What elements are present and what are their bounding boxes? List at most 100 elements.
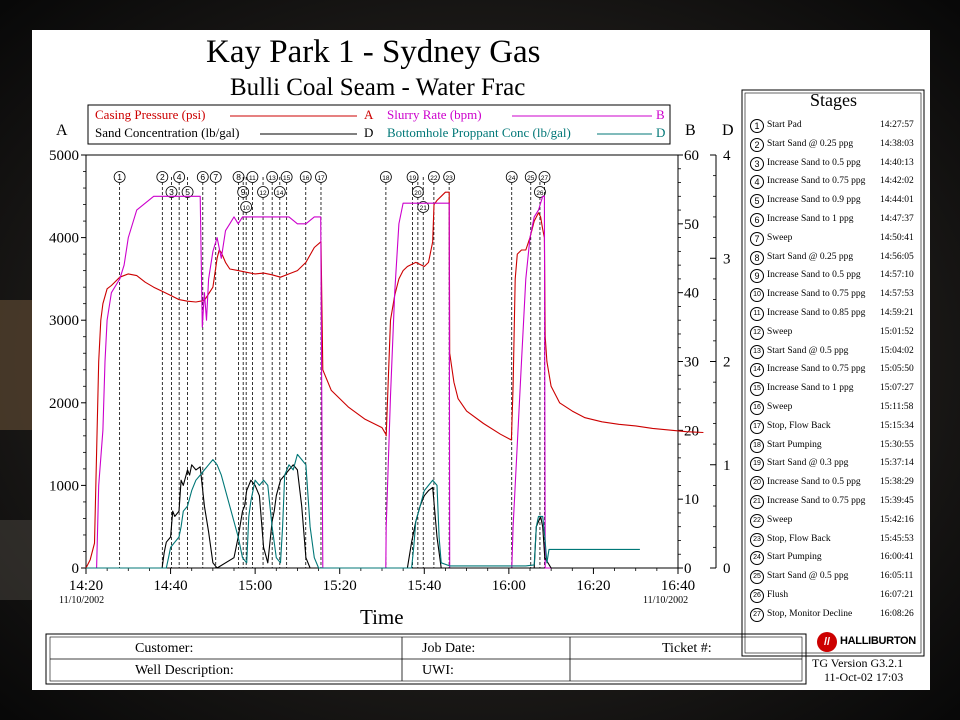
stage-marker-badge <box>156 171 169 183</box>
stage-marker-number: 14 <box>276 190 284 197</box>
stage-time: 15:01:52 <box>880 326 914 337</box>
stage-marker-number: 20 <box>414 190 422 197</box>
stage-marker-number: 4 <box>177 172 182 182</box>
stage-name: Start Pad <box>767 120 802 130</box>
stage-name: Start Pumping <box>767 439 822 450</box>
stage-marker-badge <box>379 171 392 183</box>
stage-number-badge: 26 <box>750 589 764 603</box>
stage-marker-number: 1 <box>117 172 122 182</box>
stage-marker-badge <box>534 186 546 198</box>
series-line-2 <box>86 195 552 569</box>
stage-number-badge: 22 <box>750 513 764 528</box>
y-axis-d-tick-label: 0 <box>723 561 731 577</box>
y-axis-b-tick-label: 50 <box>684 217 699 233</box>
stage-marker-number: 5 <box>185 187 190 197</box>
stage-marker-badge <box>240 201 253 213</box>
legend-bh-proppant-axis: D <box>656 125 666 140</box>
y-axis-a-tick-label: 2000 <box>49 396 79 412</box>
stage-marker-number: 19 <box>409 175 417 182</box>
stage-number-badge: 12 <box>750 325 764 340</box>
stage-name: Stop, Flow Back <box>767 533 831 544</box>
stage-time: 14:44:01 <box>880 195 914 206</box>
y-axis-a-tick-label: 1000 <box>49 478 79 494</box>
stage-name: Increase Sand to 0.75 ppg <box>767 364 866 375</box>
stage-time: 15:07:27 <box>880 383 914 394</box>
stage-marker-badge <box>181 186 194 198</box>
stage-time: 16:00:41 <box>880 552 914 563</box>
plot-frame <box>85 154 679 569</box>
series-line-3 <box>86 464 552 569</box>
stage-marker-badge <box>257 186 269 198</box>
stage-time: 15:05:50 <box>880 364 914 375</box>
stages-panel-frame <box>741 89 925 657</box>
y-axis-a-tick-label: 3000 <box>49 313 79 329</box>
stage-number-badge: 27 <box>750 607 764 622</box>
halliburton-logo-mark: // <box>817 632 837 652</box>
y-axis-b-tick-label: 0 <box>684 561 692 577</box>
stage-marker-badge <box>280 171 293 183</box>
stage-marker-number: 26 <box>536 190 544 197</box>
stage-name: Start Sand @ 0.25 ppg <box>767 138 854 149</box>
stage-time: 14:38:03 <box>880 138 914 149</box>
stage-name: Increase Sand to 1 ppg <box>767 214 854 224</box>
y-axis-b-tick-label: 60 <box>684 148 699 164</box>
axis-letter-a: A <box>56 122 68 139</box>
stage-time: 14:47:37 <box>880 214 914 224</box>
stage-number-badge: 6 <box>750 213 764 227</box>
footer-ticket: Ticket #: <box>662 641 712 656</box>
stage-number-badge: 13 <box>750 344 764 359</box>
stages-title: Stages <box>810 90 857 110</box>
stage-marker-number: 16 <box>302 175 310 182</box>
series-line-4 <box>86 453 640 569</box>
chart-title: Kay Park 1 - Sydney Gas <box>206 34 541 70</box>
series-line-1 <box>85 191 704 569</box>
stage-name: Start Pumping <box>767 552 822 563</box>
stage-time: 15:42:16 <box>880 514 914 525</box>
stage-marker-number: 12 <box>259 190 267 197</box>
stage-number-badge: 19 <box>750 457 764 472</box>
stage-time: 14:59:21 <box>880 308 914 318</box>
y-axis-a-tick-label: 4000 <box>49 231 79 247</box>
stage-number-badge: 24 <box>750 551 764 566</box>
stage-marker-badge <box>196 171 209 183</box>
stage-number-badge: 8 <box>750 250 764 265</box>
stage-name: Sweep <box>767 514 793 525</box>
stage-time: 14:50:41 <box>880 232 914 243</box>
stage-time: 15:11:58 <box>880 402 914 412</box>
legend-box <box>87 104 671 145</box>
stage-marker-number: 24 <box>508 175 516 182</box>
report-sheet: 0 1000 2000 3000 4000 5000 0 10 20 30 40 50 60 0 1 2 3 4 1… <box>32 30 930 690</box>
stage-time: 15:37:14 <box>880 458 914 469</box>
axis-letter-d: D <box>722 122 734 139</box>
stage-marker-number: 7 <box>213 172 218 182</box>
footer-customer: Customer: <box>135 641 194 656</box>
stage-marker-number: 17 <box>317 175 325 182</box>
footer-well-description: Well Description: <box>135 663 234 678</box>
stage-marker-number: 15 <box>283 175 291 182</box>
x-axis-tick-label: 16:20 <box>576 578 610 594</box>
stage-name: Increase Sand to 0.9 ppg <box>767 195 861 206</box>
stage-name: Increase Sand to 0.5 ppg <box>767 270 861 281</box>
x-axis-tick-label: 14:20 <box>69 578 103 594</box>
stage-name: Start Sand @ 0.25 ppg <box>767 251 854 262</box>
stage-name: Stop, Flow Back <box>767 420 831 431</box>
y-axis-b-tick-label: 10 <box>684 492 699 508</box>
chart-subtitle: Bulli Coal Seam - Water Frac <box>230 74 526 101</box>
stage-marker-badge <box>524 171 537 183</box>
stage-marker-badge <box>427 171 440 183</box>
stage-number-badge: 23 <box>750 532 764 547</box>
stage-time: 16:08:26 <box>880 608 914 619</box>
date-right: 11/10/2002 <box>643 595 689 606</box>
stage-name: Flush <box>767 590 789 600</box>
stage-marker-badge <box>273 186 286 198</box>
stage-marker-number: 25 <box>527 175 535 182</box>
stage-number-badge: 21 <box>750 495 764 509</box>
x-axis-tick-label: 15:00 <box>238 578 272 594</box>
stage-name: Increase Sand to 0.75 ppg <box>767 176 866 187</box>
stage-marker-number: 3 <box>169 187 174 197</box>
stage-name: Increase Sand to 1 ppg <box>767 383 854 394</box>
stage-number-badge: 11 <box>750 307 764 321</box>
stage-marker-number: 2 <box>160 172 165 182</box>
stage-number-badge: 2 <box>750 137 764 152</box>
stage-number-badge: 16 <box>750 401 764 415</box>
